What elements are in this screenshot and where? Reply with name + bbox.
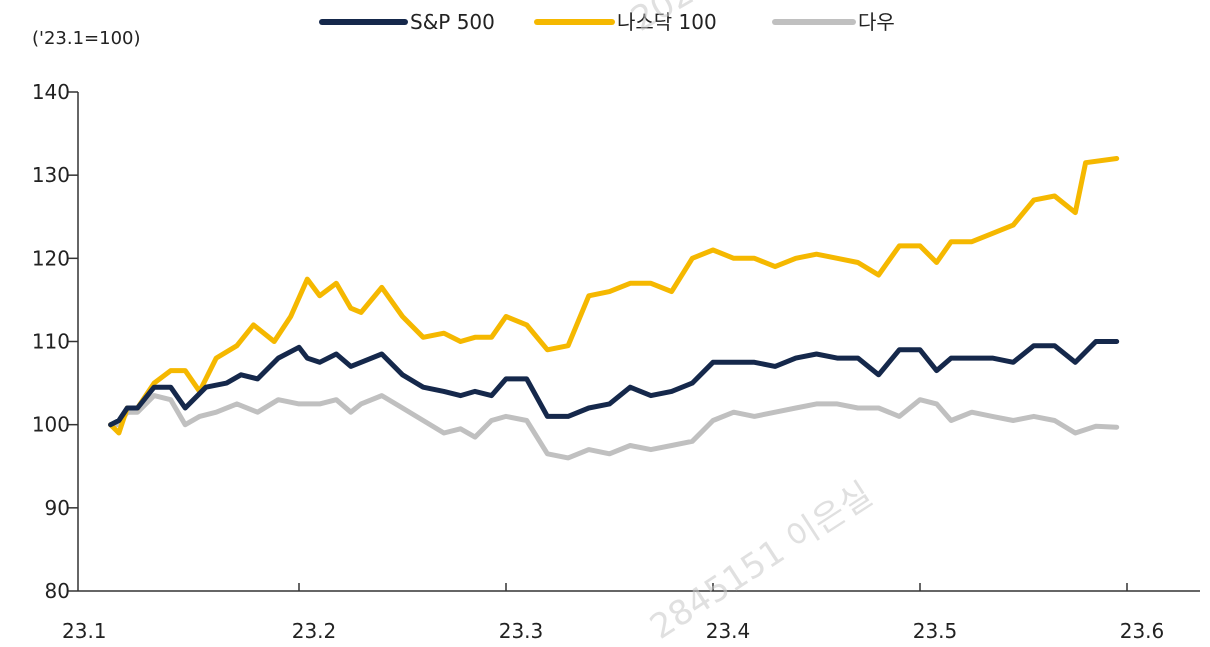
legend-label-dow: 다우 xyxy=(858,10,895,34)
y-tick-label: 90 xyxy=(45,496,70,520)
series-line-dow xyxy=(108,393,1120,461)
x-tick-label: 23.4 xyxy=(706,619,751,643)
y-tick-label: 130 xyxy=(32,163,70,187)
x-tick-label: 23.1 xyxy=(62,619,107,643)
y-tick-label: 120 xyxy=(32,246,70,270)
legend: S&P 500 나스닥 100 다우 xyxy=(319,10,895,34)
y-tick-label: 110 xyxy=(32,330,70,354)
legend-item-dow: 다우 xyxy=(772,10,895,34)
y-tick-label: 140 xyxy=(32,80,70,104)
legend-label-nasdaq100: 나스닥 100 xyxy=(617,10,717,34)
legend-item-sp500: S&P 500 xyxy=(319,10,495,34)
y-tick-label: 100 xyxy=(32,413,70,437)
y-tick-label: 80 xyxy=(45,579,70,603)
x-tick-label: 23.2 xyxy=(292,619,337,643)
x-tick-label: 23.6 xyxy=(1120,619,1165,643)
x-tick-label: 23.3 xyxy=(499,619,544,643)
series-layer xyxy=(108,156,1120,461)
watermark-bottom: 2845151 이은실 xyxy=(643,475,880,647)
legend-item-nasdaq100: 나스닥 100 xyxy=(534,10,717,34)
series-line-nasdaq100 xyxy=(108,156,1120,436)
legend-label-sp500: S&P 500 xyxy=(410,10,495,34)
x-tick-label: 23.5 xyxy=(913,619,958,643)
series-line-sp500 xyxy=(108,339,1120,428)
y-ticks: 80 90 100 110 120 130 140 xyxy=(32,80,78,603)
unit-label: ('23.1=100) xyxy=(32,28,141,49)
x-ticks: 23.1 23.2 23.3 23.4 23.5 23.6 xyxy=(62,583,1164,643)
